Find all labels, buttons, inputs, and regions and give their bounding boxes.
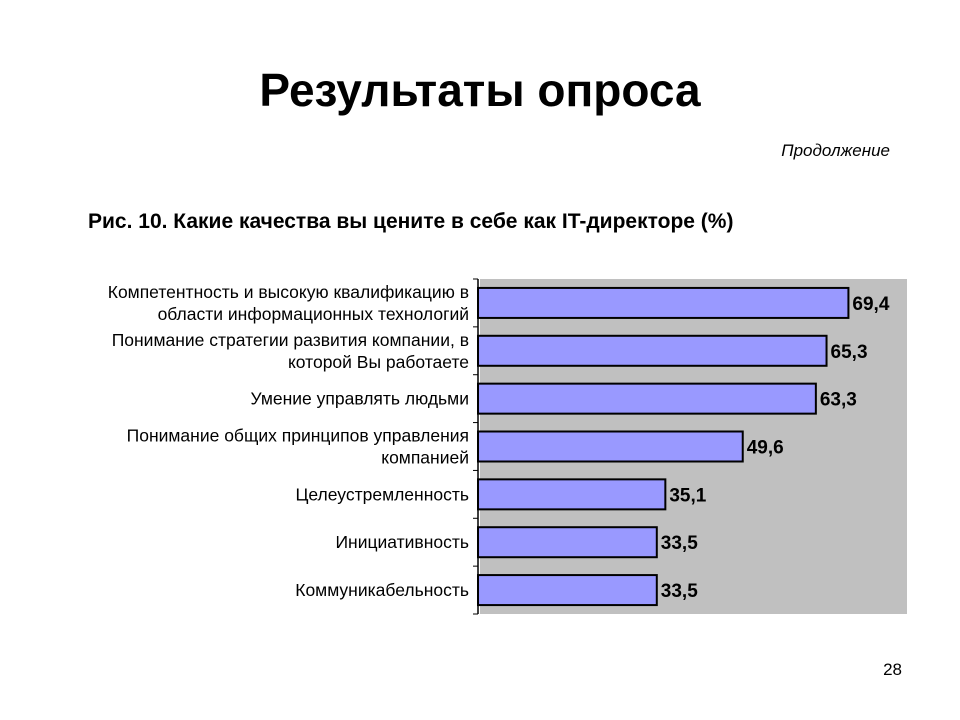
chart-title: Рис. 10. Какие качества вы цените в себе… (88, 210, 733, 233)
bars-layer (477, 286, 850, 607)
slide-title: Результаты опроса (259, 64, 701, 116)
axis-ticks (473, 278, 478, 615)
bar (477, 526, 658, 559)
bar (477, 574, 658, 607)
category-label: Инициативность (335, 532, 469, 552)
value-label: 49,6 (747, 438, 784, 459)
category-label: Понимание стратегии развития компании, в (112, 330, 469, 350)
bar (477, 382, 817, 415)
bar (477, 478, 667, 511)
category-label: которой Вы работаете (288, 352, 469, 372)
bar (477, 430, 744, 463)
value-label: 33,5 (661, 581, 698, 602)
category-label: Компетентность и высокую квалификацию в (108, 282, 469, 302)
category-label: Умение управлять людьми (251, 389, 470, 409)
category-label: Коммуникабельность (295, 580, 469, 600)
value-label: 35,1 (669, 485, 706, 506)
category-label: Целеустремленность (295, 484, 469, 504)
category-label: компанией (381, 448, 469, 468)
value-label: 69,4 (852, 294, 889, 315)
value-label: 63,3 (820, 390, 857, 411)
value-label: 65,3 (831, 342, 868, 363)
category-label: Понимание общих принципов управления (127, 426, 469, 446)
bar (477, 334, 828, 367)
bar (477, 286, 850, 319)
labels-layer: 69,4 Компетентность и высокую квалификаци… (108, 282, 890, 602)
category-label: области информационных технологий (158, 304, 469, 324)
value-label: 33,5 (661, 533, 698, 554)
page-number: 28 (883, 660, 902, 679)
continuation-label: Продолжение (781, 141, 890, 160)
